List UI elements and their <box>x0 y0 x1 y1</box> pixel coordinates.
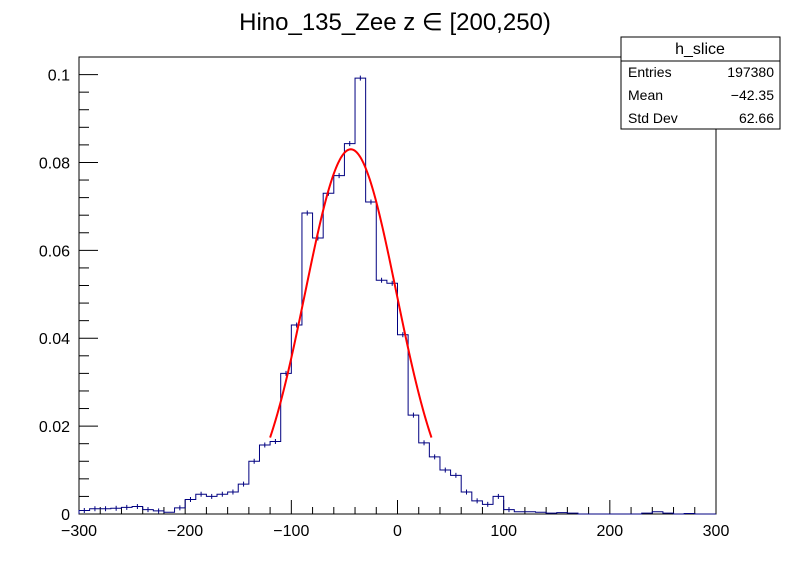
x-tick-label: 100 <box>490 523 517 540</box>
y-tick-label: 0.06 <box>39 243 70 260</box>
histogram-bin <box>440 470 451 514</box>
histogram-bin <box>323 193 334 514</box>
x-tick-label: 0 <box>393 523 402 540</box>
stats-stddev-value: 62.66 <box>739 110 774 126</box>
histogram-bin <box>429 457 440 514</box>
y-tick-label: 0.08 <box>39 155 70 172</box>
stats-box-frame <box>620 36 781 130</box>
x-tick-label: −100 <box>273 523 309 540</box>
histogram-bin <box>355 78 366 514</box>
histogram-bin <box>302 213 313 514</box>
histogram-bin <box>419 443 430 514</box>
stats-entries-label: Entries <box>628 64 672 80</box>
stats-entries-value: 197380 <box>727 64 774 80</box>
histogram-bin <box>387 283 398 514</box>
x-tick-label: 300 <box>703 523 730 540</box>
histogram-bin <box>238 484 249 514</box>
histogram-bin <box>376 280 387 514</box>
histogram-bin <box>228 492 239 514</box>
histogram-bin <box>334 176 345 514</box>
y-tick-label: 0.04 <box>39 331 70 348</box>
histogram-bin <box>408 415 419 514</box>
stats-box-name: h_slice <box>675 41 725 58</box>
x-tick-label: −200 <box>167 523 203 540</box>
x-tick-label: 200 <box>596 523 623 540</box>
y-tick-label: 0 <box>61 507 70 524</box>
stats-mean-label: Mean <box>628 87 663 103</box>
histogram-bin <box>493 496 504 514</box>
stats-mean-value: −42.35 <box>731 87 774 103</box>
histogram-bin <box>461 492 472 514</box>
histogram-bins <box>83 75 510 514</box>
histogram-bin <box>196 494 207 514</box>
histogram-bin <box>398 335 409 514</box>
chart-title: Hino_135_Zee z ∈ [200,250) <box>239 9 551 36</box>
histogram-bin <box>217 494 228 514</box>
histogram-outline <box>78 77 716 515</box>
y-axis: 0 0.02 0.04 0.06 0.08 0.1 <box>39 56 98 524</box>
gaussian-fit-curve <box>269 148 433 438</box>
histogram-bin <box>451 475 462 514</box>
y-tick-label: 0.1 <box>48 68 70 85</box>
histogram-bin <box>344 144 355 514</box>
x-axis: −300 −200 −100 0 100 200 300 <box>61 500 729 540</box>
stats-stddev-label: Std Dev <box>628 110 678 126</box>
stats-box: h_slice Entries 197380 Mean −42.35 Std D… <box>620 36 781 130</box>
histogram-bin <box>270 441 281 514</box>
x-tick-label: −300 <box>61 523 97 540</box>
histogram-bin <box>259 445 270 514</box>
histogram-bin <box>206 496 217 514</box>
histogram-bin <box>249 461 260 514</box>
histogram-bin <box>366 202 377 514</box>
histogram-bin <box>313 238 324 514</box>
y-tick-label: 0.02 <box>39 419 70 436</box>
